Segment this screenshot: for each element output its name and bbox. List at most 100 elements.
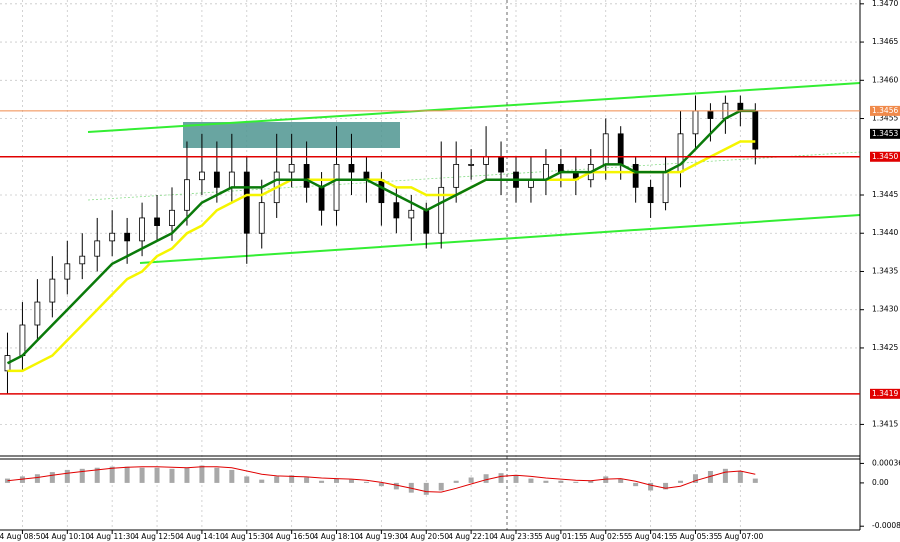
candle-body <box>393 202 400 219</box>
y2-tick-label: 0.00036 <box>872 458 900 467</box>
candle-body <box>408 209 415 219</box>
candle-body <box>498 156 504 173</box>
candle-body <box>378 179 385 204</box>
histogram-bar <box>109 466 115 483</box>
histogram-bar <box>453 480 459 483</box>
histogram-bar <box>4 478 10 483</box>
histogram-bar <box>169 468 175 483</box>
histogram-bar <box>618 478 624 483</box>
histogram-bar <box>214 467 220 483</box>
price-level-label: 1.3419 <box>872 389 898 398</box>
histogram-bar <box>49 472 55 483</box>
candle-body <box>752 110 759 150</box>
x-tick-label: 5 Aug 07:00 <box>717 532 763 541</box>
histogram-bar <box>184 467 190 483</box>
x-tick-label: 5 Aug 01:15 <box>538 532 584 541</box>
histogram-bar <box>94 467 100 483</box>
candle-body <box>438 186 445 234</box>
y2-tick-label: -0.0008 <box>872 521 900 530</box>
candle-body <box>154 217 160 226</box>
grid <box>0 0 860 530</box>
histogram-bar <box>304 477 310 483</box>
histogram-bar <box>79 468 85 483</box>
histogram-bar <box>319 480 325 483</box>
histogram-bar <box>513 475 519 483</box>
histogram-bar <box>244 476 250 483</box>
histogram-bar <box>378 482 384 487</box>
x-tick-label: 4 Aug 14:10 <box>179 532 225 541</box>
candle-body <box>662 171 669 204</box>
histogram-bar <box>423 482 429 495</box>
candle-body <box>34 301 41 326</box>
histogram-bar <box>154 467 160 483</box>
y-tick-label: 1.3415 <box>872 419 898 428</box>
y2-tick-label: 0.00 <box>872 478 889 487</box>
candle-body <box>124 232 131 242</box>
histogram-bar <box>468 477 474 483</box>
histogram-bar <box>692 474 698 483</box>
x-tick-label: 4 Aug 16:50 <box>269 532 315 541</box>
x-tick-label: 4 Aug 10:10 <box>44 532 90 541</box>
histogram-bar <box>603 476 609 483</box>
candle-body <box>79 255 86 265</box>
histogram-bar <box>34 474 40 483</box>
x-tick-label: 5 Aug 02:55 <box>583 532 629 541</box>
x-tick-label: 4 Aug 20:50 <box>403 532 449 541</box>
candle-body <box>184 179 190 211</box>
channel-upper <box>87 82 861 133</box>
candle-body <box>139 217 145 242</box>
histogram-bar <box>558 480 564 483</box>
candle-body <box>333 164 340 211</box>
x-tick-label: 4 Aug 22:10 <box>448 532 494 541</box>
histogram-bar <box>64 469 70 483</box>
candle-body <box>228 171 235 188</box>
y-tick-label: 1.3425 <box>872 343 898 352</box>
x-tick-label: 4 Aug 23:35 <box>493 532 539 541</box>
histogram-bar <box>274 476 280 483</box>
y-tick-label: 1.3470 <box>872 0 898 8</box>
candle-body <box>19 324 26 356</box>
y-tick-label: 1.3435 <box>872 266 898 275</box>
price-level-tag <box>870 151 900 162</box>
histogram-bar <box>678 480 684 483</box>
y-tick-label: 1.3440 <box>872 228 898 237</box>
candle-body <box>199 171 205 181</box>
histogram-bar <box>393 482 399 490</box>
candle-body <box>303 164 310 188</box>
y-tick-label: 1.3460 <box>872 75 898 84</box>
candle-body <box>468 164 475 166</box>
x-tick-label: 4 Aug 19:30 <box>358 532 404 541</box>
histogram-bar <box>483 474 489 483</box>
candle-body <box>617 133 624 165</box>
x-tick-label: 4 Aug 18:10 <box>314 532 360 541</box>
histogram-bar <box>633 482 639 487</box>
histogram-bar <box>543 480 549 483</box>
histogram-bar <box>648 482 654 491</box>
histogram-bar <box>124 466 130 483</box>
histogram-bar <box>737 470 743 483</box>
candle-body <box>423 209 430 234</box>
x-tick-label: 4 Aug 12:50 <box>134 532 180 541</box>
x-tick-label: 4 Aug 08:50 <box>0 532 46 541</box>
y-tick-label: 1.3455 <box>872 114 898 123</box>
channel-lower <box>139 214 861 264</box>
x-tick-label: 4 Aug 11:30 <box>89 532 135 541</box>
x-tick-label: 5 Aug 05:35 <box>673 532 719 541</box>
candle-body <box>318 186 325 211</box>
y-tick-label: 1.3430 <box>872 305 898 314</box>
price-level-label: 1.3450 <box>872 152 898 161</box>
histogram-bar <box>498 473 504 483</box>
x-tick-label: 4 Aug 15:30 <box>224 532 270 541</box>
price-level-tag <box>870 388 900 399</box>
last-price-label: 1.3453 <box>872 129 898 138</box>
plot <box>4 95 759 394</box>
histogram-bar <box>139 467 145 483</box>
x-tick-label: 5 Aug 04:15 <box>628 532 674 541</box>
histogram-bar <box>19 476 25 483</box>
candle-body <box>453 164 460 188</box>
y-tick-label: 1.3445 <box>872 190 898 199</box>
histogram-bar <box>363 481 369 483</box>
candle-body <box>348 164 355 173</box>
candle-body <box>483 156 489 165</box>
